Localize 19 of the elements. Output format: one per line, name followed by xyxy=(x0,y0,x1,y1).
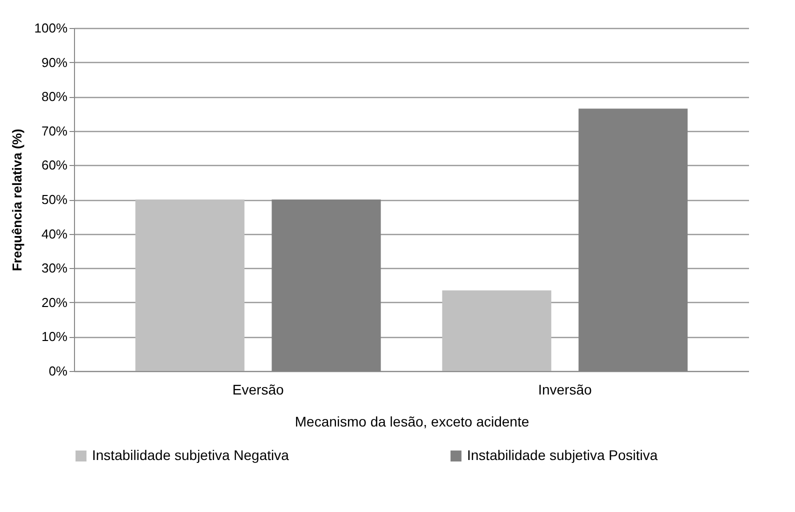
y-tick-label: 90% xyxy=(41,54,68,70)
y-tick-label: 100% xyxy=(34,20,68,36)
y-tick-label: 20% xyxy=(41,294,68,310)
x-tick-label: Eversão xyxy=(232,382,284,398)
y-tick-label: 40% xyxy=(41,226,68,242)
y-axis-title: Frequência relativa (%) xyxy=(9,128,24,272)
x-tick-label: Inversão xyxy=(538,382,592,398)
y-tick-label: 0% xyxy=(48,364,68,378)
x-axis-title: Mecanismo da lesão, exceto acidente xyxy=(294,414,530,430)
y-tick-label: 30% xyxy=(41,260,68,276)
bar xyxy=(135,200,244,371)
y-tick-label: 50% xyxy=(41,192,68,207)
legend-label: Instabilidade subjetiva Positiva xyxy=(467,447,658,463)
y-tick-label: 10% xyxy=(41,329,68,344)
y-tick-label: 70% xyxy=(41,123,68,138)
y-tick-label: 60% xyxy=(41,158,68,173)
y-tick-label: 80% xyxy=(41,89,68,104)
legend-label: Instabilidade subjetiva Negativa xyxy=(92,447,290,463)
bar xyxy=(442,290,552,371)
